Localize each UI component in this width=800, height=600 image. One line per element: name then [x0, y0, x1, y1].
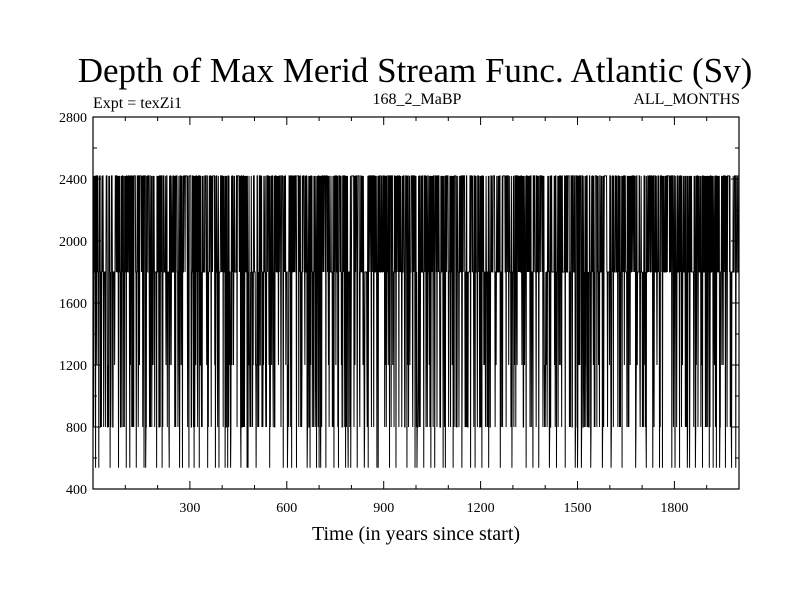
x-tick-label: 600 — [276, 501, 297, 516]
x-axis-label: Time (in years since start) — [312, 523, 520, 545]
y-tick-label: 1200 — [59, 359, 87, 374]
x-tick-label: 900 — [373, 501, 394, 516]
x-tick-label: 1800 — [660, 501, 688, 516]
y-tick-label: 2400 — [59, 173, 87, 188]
series-line-group — [92, 175, 740, 468]
y-tick-label: 400 — [66, 483, 87, 498]
y-tick-label: 2800 — [59, 111, 87, 126]
x-tick-label: 1500 — [564, 501, 592, 516]
experiment-label: Expt = texZi1 — [93, 95, 182, 112]
axes-group: 400 800 1200 1600 2000 2400 2800 300 600 900 1200 1… — [59, 111, 739, 516]
y-tick-label: 1600 — [59, 297, 87, 312]
x-tick-label: 300 — [179, 501, 200, 516]
period-label: 168_2_MaBP — [373, 91, 462, 108]
y-tick-label: 800 — [66, 421, 87, 436]
x-tick-label: 1200 — [467, 501, 495, 516]
series-line — [92, 175, 740, 468]
y-tick-label: 2000 — [59, 235, 87, 250]
chart-title: Depth of Max Merid Stream Func. Atlantic… — [78, 51, 753, 90]
months-label: ALL_MONTHS — [633, 91, 740, 108]
